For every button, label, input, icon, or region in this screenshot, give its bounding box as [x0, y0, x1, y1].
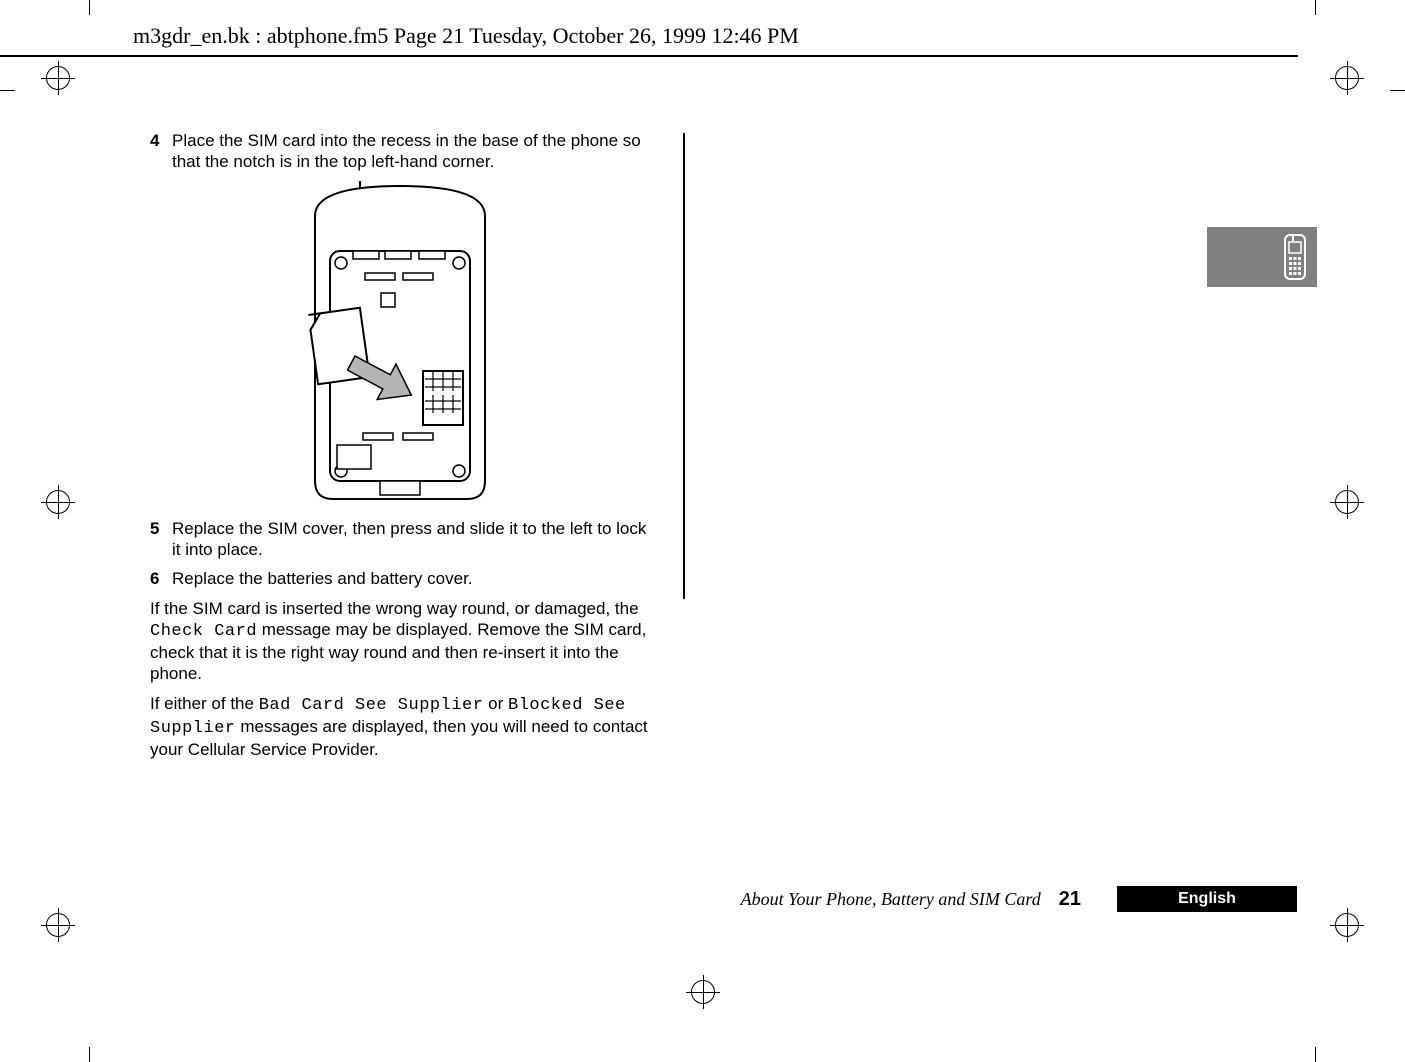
text-run: or: [483, 694, 508, 713]
registration-mark-mid-left: [46, 490, 70, 514]
frame-header-text: m3gdr_en.bk : abtphone.fm5 Page 21 Tuesd…: [133, 23, 799, 49]
text-run: If either of the: [150, 694, 259, 713]
footer-section-title: About Your Phone, Battery and SIM Card: [741, 889, 1041, 910]
registration-mark-top-right: [1335, 66, 1359, 90]
step-number: 5: [150, 518, 172, 561]
step-4: 4 Place the SIM card into the recess in …: [150, 130, 650, 173]
step-text: Replace the SIM cover, then press and sl…: [172, 518, 650, 561]
lcd-message: Bad Card See Supplier: [259, 696, 484, 715]
sim-insert-figure: [150, 181, 650, 506]
content-column: 4 Place the SIM card into the recess in …: [150, 130, 650, 768]
step-text: Replace the batteries and battery cover.: [172, 568, 650, 589]
step-5: 5 Replace the SIM cover, then press and …: [150, 518, 650, 561]
footer-language-box: English: [1117, 886, 1297, 912]
page-footer: About Your Phone, Battery and SIM Card 2…: [0, 886, 1297, 912]
column-divider: [683, 133, 685, 599]
footer-page-number: 21: [1059, 888, 1081, 911]
bad-card-paragraph: If either of the Bad Card See Supplier o…: [150, 693, 650, 761]
registration-mark-mid-right: [1335, 490, 1359, 514]
check-card-paragraph: If the SIM card is inserted the wrong wa…: [150, 598, 650, 685]
step-6: 6 Replace the batteries and battery cove…: [150, 568, 650, 589]
registration-mark-bottom-center: [691, 980, 715, 1004]
registration-mark-top-left: [46, 66, 70, 90]
section-tab: [1207, 227, 1317, 287]
step-number: 4: [150, 130, 172, 173]
lcd-message: Check Card: [150, 622, 257, 641]
header-rule: [0, 55, 1298, 57]
step-text: Place the SIM card into the recess in th…: [172, 130, 650, 173]
text-run: If the SIM card is inserted the wrong wa…: [150, 599, 639, 618]
registration-mark-bottom-right: [1335, 913, 1359, 937]
step-number: 6: [150, 568, 172, 589]
registration-mark-bottom-left: [46, 913, 70, 937]
phone-icon: [1283, 234, 1307, 280]
